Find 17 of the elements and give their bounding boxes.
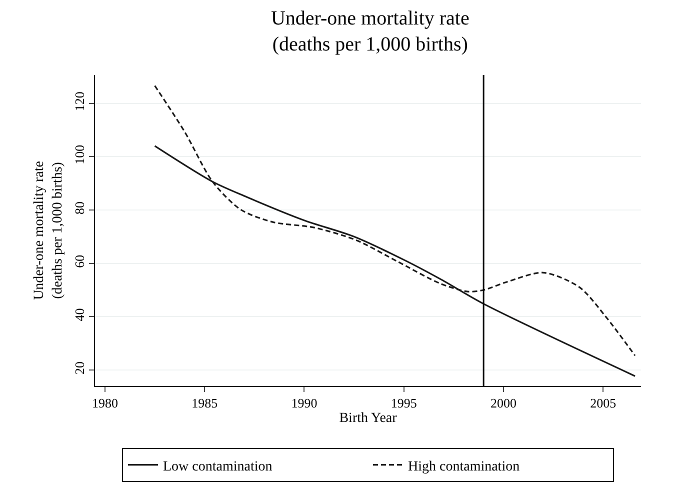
y-tick-label: 80 [72, 202, 87, 215]
x-tick-label: 1995 [390, 396, 417, 411]
x-tick-label: 1985 [192, 396, 218, 411]
x-tick-label: 2005 [590, 396, 616, 411]
y-axis-title: Under-one mortality rate (deaths per 1,000 births) [32, 161, 66, 300]
y-tick-label: 60 [72, 254, 87, 268]
x-axis-title: Birth Year [339, 410, 398, 426]
legend-label: High contamination [408, 459, 520, 474]
y-tick-label: 120 [72, 92, 87, 112]
legend-label: Low contamination [163, 459, 272, 474]
chart-title: Under-one mortality rate (deaths per 1,000 births) [270, 8, 470, 56]
x-tick-label: 1980 [92, 396, 118, 411]
y-tick-label: 100 [72, 144, 87, 164]
y-tick-label: 40 [72, 308, 87, 322]
x-tick-label: 2000 [490, 396, 516, 411]
y-tick-label: 20 [72, 362, 87, 375]
x-tick-label: 1990 [291, 396, 318, 411]
